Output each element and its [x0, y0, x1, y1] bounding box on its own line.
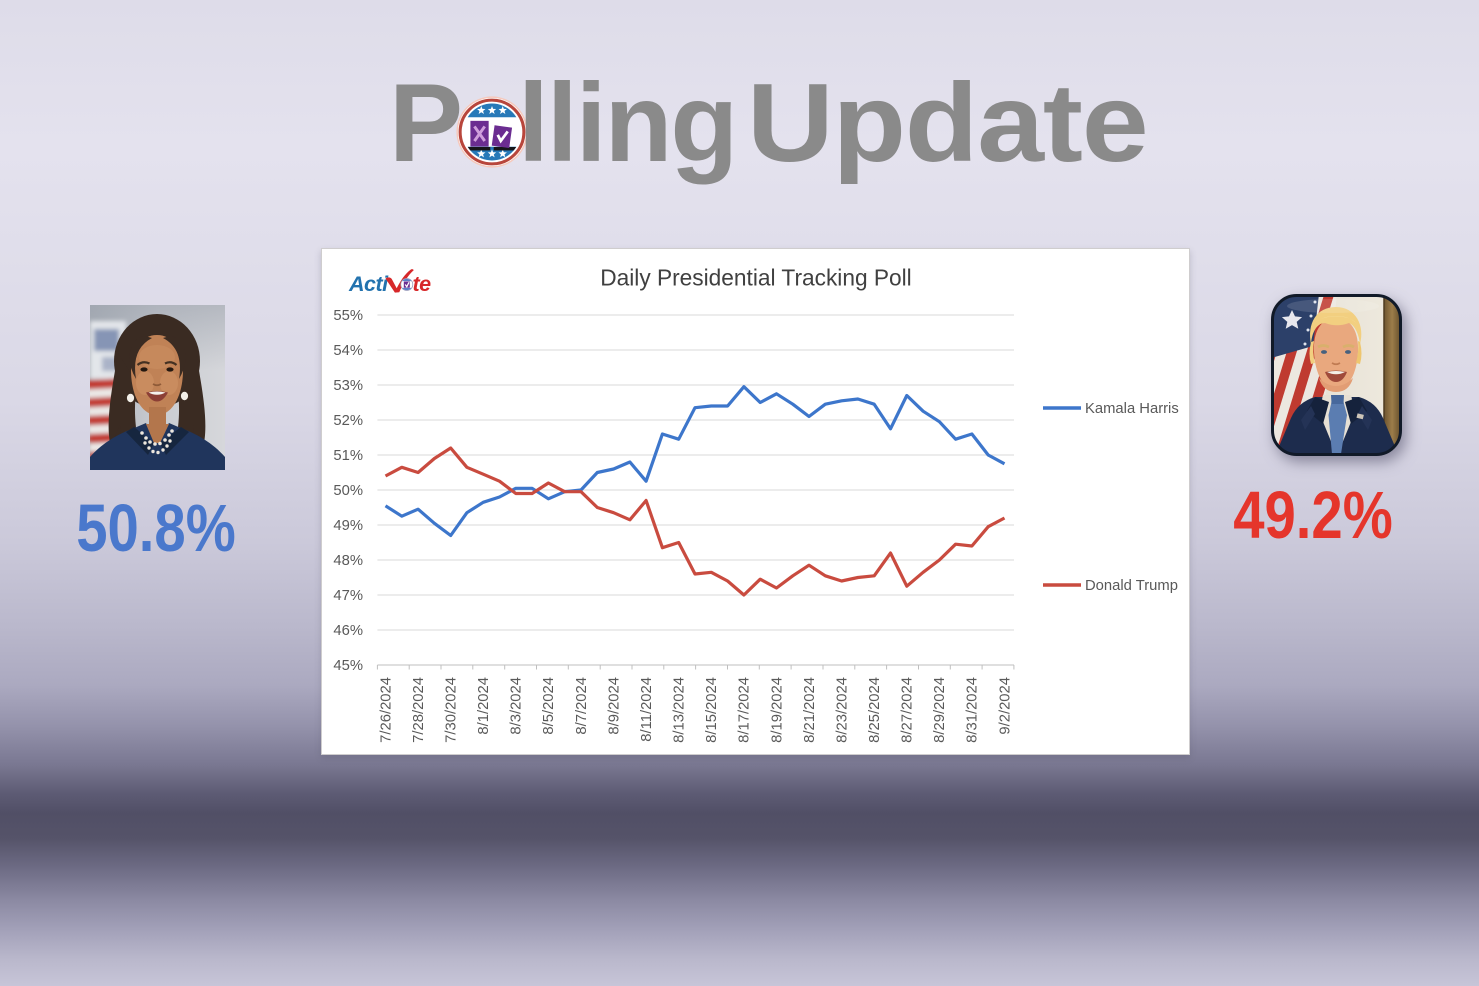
svg-text:Kamala Harris: Kamala Harris [1085, 401, 1179, 417]
svg-text:7/26/2024: 7/26/2024 [378, 677, 394, 743]
svg-text:50%: 50% [333, 483, 363, 499]
svg-text:8/13/2024: 8/13/2024 [672, 677, 688, 743]
svg-text:47%: 47% [333, 588, 363, 604]
svg-text:te: te [413, 272, 432, 296]
svg-text:9/2/2024: 9/2/2024 [997, 677, 1013, 735]
svg-text:8/23/2024: 8/23/2024 [834, 677, 850, 743]
svg-text:8/27/2024: 8/27/2024 [900, 677, 916, 743]
svg-text:8/17/2024: 8/17/2024 [737, 677, 753, 743]
svg-text:49%: 49% [333, 518, 363, 534]
svg-text:8/25/2024: 8/25/2024 [867, 677, 883, 743]
svg-text:Donald Trump: Donald Trump [1085, 578, 1178, 594]
svg-text:8/21/2024: 8/21/2024 [802, 677, 818, 743]
svg-text:8/1/2024: 8/1/2024 [476, 677, 492, 735]
svg-text:Acti: Acti [348, 272, 389, 296]
svg-text:8/11/2024: 8/11/2024 [639, 677, 655, 742]
svg-text:45%: 45% [333, 658, 363, 674]
svg-text:51%: 51% [333, 448, 363, 464]
svg-text:7/28/2024: 7/28/2024 [411, 677, 427, 743]
svg-text:8/15/2024: 8/15/2024 [704, 677, 720, 743]
svg-text:53%: 53% [333, 378, 363, 394]
svg-text:54%: 54% [333, 343, 363, 359]
svg-text:8/5/2024: 8/5/2024 [541, 677, 557, 735]
svg-text:8/29/2024: 8/29/2024 [932, 677, 948, 743]
svg-text:52%: 52% [333, 413, 363, 429]
svg-text:Daily Presidential Tracking Po: Daily Presidential Tracking Poll [600, 265, 911, 291]
svg-text:8/7/2024: 8/7/2024 [574, 677, 590, 735]
svg-text:46%: 46% [333, 623, 363, 639]
svg-text:8/19/2024: 8/19/2024 [769, 677, 785, 743]
svg-text:7/30/2024: 7/30/2024 [444, 677, 460, 743]
svg-text:48%: 48% [333, 553, 363, 569]
svg-text:55%: 55% [333, 308, 363, 324]
svg-text:8/31/2024: 8/31/2024 [965, 677, 981, 743]
svg-text:8/3/2024: 8/3/2024 [509, 677, 525, 735]
svg-text:8/9/2024: 8/9/2024 [606, 677, 622, 735]
